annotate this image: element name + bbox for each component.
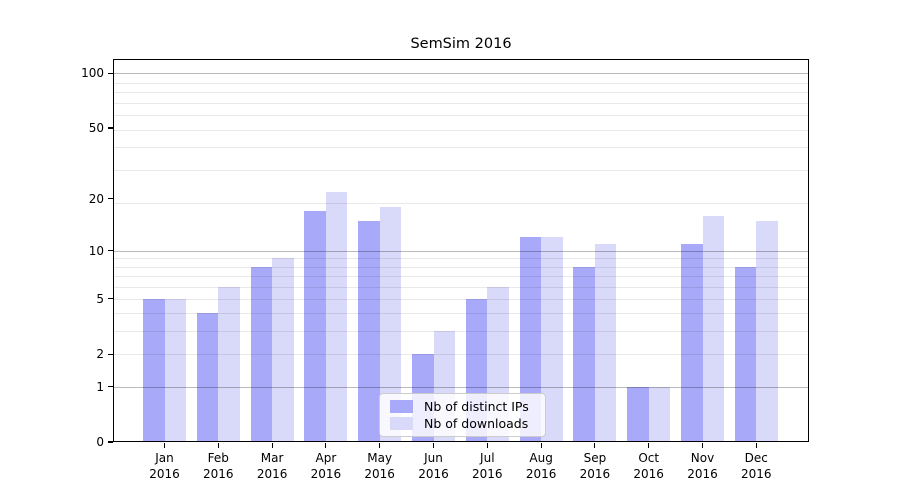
legend-item-downloads: Nb of downloads (386, 416, 539, 431)
x-tick-year: 2016 (633, 467, 664, 481)
x-tick-label: Dec 2016 (728, 450, 784, 482)
x-tick-month: Nov (690, 451, 715, 465)
legend-label-downloads: Nb of downloads (424, 416, 529, 432)
x-tick-year: 2016 (525, 467, 557, 481)
legend: Nb of distinct IPs Nb of downloads (379, 393, 546, 437)
x-tick-label: Sep 2016 (567, 450, 623, 482)
y-tick-label: 0 (96, 435, 104, 449)
x-tick-label: Nov 2016 (675, 450, 731, 482)
x-tick-month: Sep (583, 451, 607, 465)
x-tick-mark (163, 443, 166, 448)
x-tick-mark (594, 443, 596, 448)
x-tick-month: Jan (155, 451, 174, 465)
x-tick-year: 2016 (203, 467, 234, 481)
x-tick-mark (217, 443, 219, 448)
y-tick-label: 50 (88, 120, 104, 135)
y-tick-label: 100 (81, 66, 104, 81)
x-tick-year: 2016 (579, 467, 611, 481)
legend-swatch-distinct-ips (390, 399, 413, 413)
x-tick-label: Oct 2016 (621, 450, 677, 482)
x-tick-year: 2016 (418, 467, 449, 481)
x-tick-label: Aug 2016 (513, 450, 569, 482)
x-tick-month: Dec (744, 451, 768, 465)
x-tick-year: 2016 (687, 467, 718, 481)
y-tick-label: 2 (96, 347, 104, 362)
x-tick-mark (701, 443, 704, 448)
x-tick-label: Feb 2016 (190, 450, 246, 482)
x-tick-year: 2016 (149, 467, 180, 481)
legend-swatch-downloads (390, 417, 413, 431)
x-tick-label: Jan 2016 (137, 450, 193, 482)
y-tick-mark (108, 72, 113, 75)
x-tick-month: Apr (315, 451, 337, 465)
y-tick-mark (108, 198, 113, 200)
x-tick-label: Jun 2016 (406, 450, 462, 482)
x-tick-month: Feb (207, 451, 229, 465)
y-tick-label: 5 (96, 291, 104, 306)
y-tick-label: 1 (96, 379, 104, 394)
x-tick-mark (648, 443, 650, 448)
x-tick-month: Jul (480, 451, 495, 465)
chart-title: SemSim 2016 (410, 36, 512, 52)
x-tick-month: Jun (424, 451, 443, 465)
x-tick-month: Oct (638, 451, 660, 465)
x-tick-month: Aug (529, 451, 553, 465)
y-tick-mark (108, 441, 113, 443)
x-tick-label: Jul 2016 (459, 450, 515, 482)
x-tick-mark (325, 443, 327, 448)
x-tick-mark (486, 443, 488, 448)
legend-item-distinct-ips: Nb of distinct IPs (386, 399, 539, 414)
x-tick-year: 2016 (256, 467, 288, 481)
y-tick-mark (108, 127, 113, 129)
y-tick-label: 10 (88, 243, 104, 258)
x-tick-label: May 2016 (352, 450, 408, 482)
y-tick-mark (108, 386, 113, 388)
x-tick-mark (271, 443, 273, 448)
x-tick-year: 2016 (310, 467, 342, 481)
x-tick-mark (379, 443, 381, 448)
legend-label-distinct-ips: Nb of distinct IPs (424, 398, 529, 414)
x-tick-mark (540, 443, 542, 448)
y-tick-mark (108, 298, 113, 300)
x-tick-month: May (367, 451, 393, 465)
plot-area (113, 59, 809, 442)
y-tick-mark (108, 249, 113, 252)
x-tick-year: 2016 (472, 467, 503, 481)
y-tick-label: 20 (88, 191, 104, 206)
x-tick-month: Mar (260, 451, 284, 465)
y-tick-mark (108, 353, 113, 355)
x-tick-year: 2016 (364, 467, 395, 481)
x-tick-mark (432, 443, 435, 448)
x-tick-year: 2016 (741, 467, 772, 481)
x-tick-label: Apr 2016 (298, 450, 354, 482)
x-tick-label: Mar 2016 (244, 450, 300, 482)
x-tick-mark (755, 443, 757, 448)
